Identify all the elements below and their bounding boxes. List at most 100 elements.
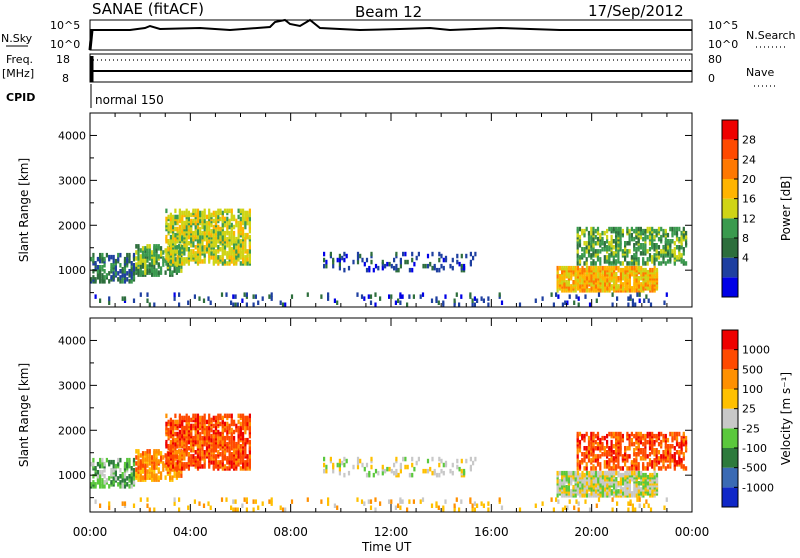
data-cell <box>205 236 209 242</box>
data-cell <box>433 263 436 269</box>
data-cell <box>581 265 584 271</box>
data-cell <box>644 439 647 445</box>
data-cell <box>673 251 676 256</box>
data-cell <box>633 433 636 439</box>
data-cell <box>628 446 631 451</box>
data-cell <box>615 485 618 490</box>
data-cell <box>653 474 656 480</box>
data-cell <box>604 269 607 275</box>
data-cell <box>214 220 218 226</box>
data-cell <box>169 228 172 234</box>
data-cell <box>390 294 393 299</box>
data-cell <box>624 241 627 246</box>
data-cell <box>169 464 172 469</box>
data-cell <box>226 251 229 256</box>
data-cell <box>619 239 622 244</box>
data-cell <box>96 470 99 475</box>
data-cell <box>635 452 638 457</box>
data-cell <box>401 499 404 504</box>
data-cell <box>192 208 195 214</box>
data-cell <box>581 228 584 234</box>
data-cell <box>203 218 206 224</box>
data-cell <box>190 458 193 463</box>
data-cell <box>611 497 614 502</box>
y-tick-label: 2000 <box>58 219 86 232</box>
data-cell <box>622 477 625 482</box>
data-cell <box>228 234 231 240</box>
data-cell <box>588 493 591 498</box>
data-cell <box>578 448 582 453</box>
data-cell <box>584 294 587 299</box>
data-cell <box>645 499 648 504</box>
data-cell <box>655 448 658 453</box>
data-cell <box>395 468 398 474</box>
data-cell <box>675 441 679 447</box>
data-cell <box>673 230 676 236</box>
plot-title: SANAE (fitACF) <box>92 0 204 18</box>
data-cell <box>144 258 147 263</box>
data-cell <box>205 241 209 246</box>
data-cell <box>640 470 643 476</box>
data-cell <box>576 226 579 232</box>
data-cell <box>612 444 615 449</box>
data-cell <box>646 249 649 254</box>
data-cell <box>671 226 674 232</box>
data-cell <box>675 245 679 250</box>
data-cell <box>626 241 629 246</box>
data-cell <box>660 431 663 437</box>
data-cell <box>228 243 231 248</box>
data-cell <box>635 247 638 252</box>
data-cell <box>162 455 165 460</box>
data-cell <box>635 458 638 463</box>
data-cell <box>117 271 120 276</box>
data-cell <box>399 300 402 305</box>
data-cell <box>194 439 197 445</box>
data-cell <box>585 241 588 246</box>
data-cell <box>230 446 233 451</box>
data-cell <box>99 474 102 479</box>
data-cell <box>196 462 200 467</box>
data-cell <box>137 459 140 464</box>
data-cell <box>190 454 193 459</box>
data-cell <box>248 460 251 465</box>
data-cell <box>151 471 154 476</box>
data-cell <box>411 456 414 462</box>
data-cell <box>599 249 602 254</box>
data-cell <box>237 220 240 226</box>
data-cell <box>646 454 649 459</box>
data-cell <box>649 489 652 494</box>
data-cell <box>621 454 624 459</box>
data-cell <box>201 222 204 228</box>
data-cell <box>460 263 463 269</box>
data-cell <box>205 446 209 451</box>
data-cell <box>135 471 138 476</box>
data-cell <box>114 265 117 270</box>
data-cell <box>585 446 588 451</box>
data-cell <box>323 462 326 468</box>
data-cell <box>185 212 188 218</box>
data-cell <box>141 455 145 460</box>
colorbar-segment <box>722 120 738 140</box>
data-cell <box>217 208 220 214</box>
data-cell <box>608 458 611 463</box>
data-cell <box>621 466 624 471</box>
data-cell <box>192 253 195 258</box>
data-cell <box>126 277 129 282</box>
data-cell <box>576 466 579 471</box>
data-cell <box>599 232 602 238</box>
data-cell <box>471 298 474 303</box>
data-cell <box>172 423 175 429</box>
data-cell <box>228 439 231 445</box>
data-cell <box>146 244 149 249</box>
data-cell <box>203 208 206 214</box>
data-cell <box>615 226 618 232</box>
data-cell <box>212 429 215 435</box>
data-cell <box>214 454 218 459</box>
data-cell <box>458 302 461 307</box>
data-cell <box>671 249 674 254</box>
data-cell <box>210 212 213 218</box>
data-cell <box>587 441 591 447</box>
data-cell <box>356 464 360 470</box>
data-cell <box>645 294 648 299</box>
data-cell <box>673 247 676 252</box>
